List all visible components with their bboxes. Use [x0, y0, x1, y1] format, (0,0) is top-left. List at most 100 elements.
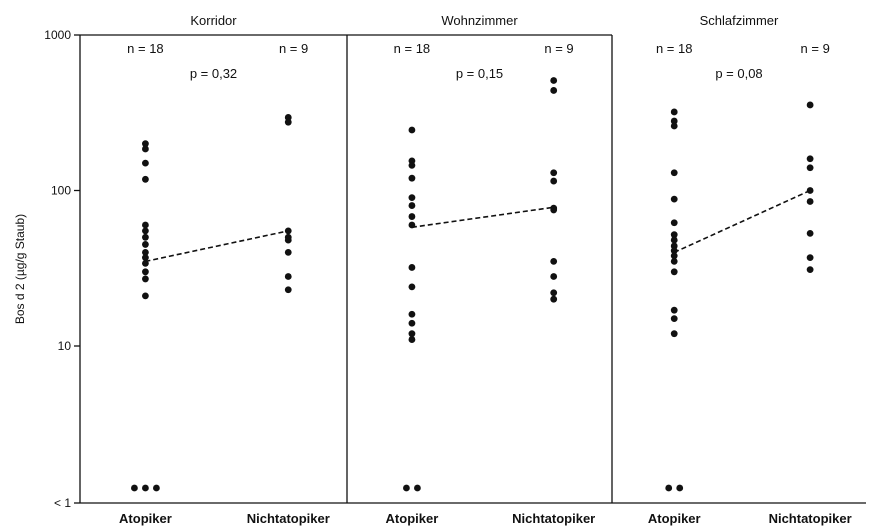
data-point — [408, 126, 416, 134]
y-tick-label: 10 — [58, 339, 72, 353]
data-point — [550, 177, 558, 185]
data-point — [550, 169, 558, 177]
data-point — [670, 330, 678, 338]
x-category-label: Atopiker — [386, 511, 439, 526]
p-value-label: p = 0,08 — [715, 66, 762, 81]
data-point — [550, 289, 558, 297]
data-point — [670, 247, 678, 255]
data-point — [284, 114, 292, 121]
data-point — [142, 259, 149, 267]
data-point — [142, 248, 149, 256]
data-point — [403, 484, 410, 492]
data-point — [670, 257, 678, 265]
x-category-label: Nichtatopiker — [247, 511, 330, 526]
y-tick-label: < 1 — [54, 496, 71, 510]
data-point — [806, 187, 814, 194]
x-category-label: Atopiker — [119, 511, 172, 526]
data-point — [676, 484, 684, 492]
n-label: n = 9 — [801, 41, 830, 56]
data-point — [408, 221, 416, 229]
panel-schlafzimmer: Schlafzimmer n = 18 n = 9 p = 0,08 Atopiker N… — [648, 13, 852, 526]
n-label: n = 18 — [127, 41, 164, 56]
data-point — [550, 206, 558, 214]
data-point — [142, 241, 149, 248]
data-point — [550, 257, 558, 265]
data-point — [142, 484, 149, 492]
data-point — [806, 229, 814, 237]
data-point — [284, 286, 292, 294]
data-point — [670, 306, 678, 314]
n-label: n = 18 — [394, 41, 431, 56]
x-category-label: Atopiker — [648, 511, 701, 526]
data-point — [670, 169, 678, 177]
n-label: n = 18 — [656, 41, 693, 56]
y-axis-label: Bos d 2 (µg/g Staub) — [13, 214, 27, 324]
data-point — [670, 236, 678, 244]
n-label: n = 9 — [279, 41, 308, 56]
data-point — [142, 145, 149, 153]
data-point — [670, 219, 678, 227]
panels: Korridor n = 18 n = 9 p = 0,32 Atopiker Nicht… — [119, 13, 852, 526]
panel-wohnzimmer: Wohnzimmer n = 18 n = 9 p = 0,15 Atopiker Nic… — [386, 13, 596, 526]
data-point — [670, 242, 678, 250]
data-point — [550, 295, 558, 303]
data-point — [670, 122, 678, 130]
x-category-label: Nichtatopiker — [512, 511, 595, 526]
data-point — [142, 275, 149, 283]
panel-title: Wohnzimmer — [441, 13, 518, 28]
data-point — [806, 155, 814, 163]
y-axis-ticks: 1000 100 10 < 1 — [44, 28, 80, 510]
data-point — [414, 484, 421, 492]
data-point — [142, 227, 149, 235]
panel-korridor: Korridor n = 18 n = 9 p = 0,32 Atopiker Nicht… — [119, 13, 330, 526]
data-point — [550, 77, 558, 84]
data-point — [408, 330, 416, 338]
median-line — [411, 206, 554, 229]
data-point — [142, 233, 149, 241]
n-label: n = 9 — [544, 41, 573, 56]
data-point — [142, 292, 149, 300]
data-point — [142, 254, 149, 262]
data-point — [284, 227, 292, 235]
data-point — [142, 140, 149, 148]
data-point — [408, 174, 416, 182]
median-line — [673, 189, 811, 254]
data-point — [408, 213, 416, 220]
data-point — [665, 484, 673, 492]
data-point — [408, 319, 416, 327]
data-point — [142, 221, 149, 229]
data-point — [806, 198, 814, 205]
data-point — [806, 164, 814, 172]
data-point — [670, 231, 678, 239]
data-point — [670, 252, 678, 260]
data-point — [670, 108, 678, 116]
x-category-label: Nichtatopiker — [769, 511, 852, 526]
y-tick-label: 100 — [51, 184, 71, 198]
data-point — [142, 175, 149, 183]
data-point — [284, 273, 292, 280]
data-point — [408, 283, 416, 291]
y-tick-label: 1000 — [44, 28, 71, 42]
data-point — [408, 310, 416, 318]
data-point — [806, 254, 814, 262]
panel-title: Korridor — [190, 13, 237, 28]
data-point — [153, 484, 160, 492]
data-point — [550, 87, 558, 94]
data-point — [408, 202, 416, 209]
data-point — [408, 264, 416, 271]
data-point — [284, 118, 292, 126]
data-point — [131, 484, 138, 492]
data-point — [670, 195, 678, 203]
data-point — [670, 268, 678, 276]
data-point — [408, 336, 416, 343]
data-point — [408, 162, 416, 169]
data-point — [142, 159, 149, 167]
panel-title: Schlafzimmer — [700, 13, 779, 28]
p-value-label: p = 0,32 — [190, 66, 237, 81]
data-point — [408, 194, 416, 202]
p-value-label: p = 0,15 — [456, 66, 503, 81]
data-point — [806, 101, 814, 109]
data-point — [670, 315, 678, 323]
data-point — [284, 236, 292, 244]
